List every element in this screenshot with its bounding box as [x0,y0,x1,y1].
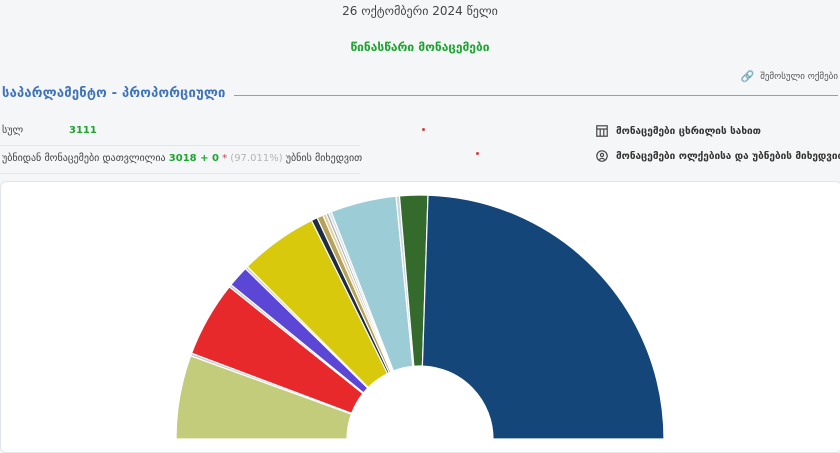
processed-marker: * [222,153,228,164]
table-view-link[interactable]: მონაცემები ცხრილის სახით [596,125,761,137]
total-label: სულ [2,125,24,136]
archive-protocols-label: შემოსული ოქმები [760,71,838,82]
district-view-label: მონაცემები ოლქებისა და უბნების მიხედვით [616,150,840,162]
table-icon [596,125,608,137]
total-value: 3111 [69,125,97,136]
district-view-link[interactable]: მონაცემები ოლქებისა და უბნების მიხედვით [596,150,840,162]
seat-distribution-chart [175,194,665,440]
preliminary-data-label: წინასწარი მონაცემები [350,40,490,54]
link-icon: 🔗 [740,70,755,83]
table-view-label: მონაცემები ცხრილის სახით [616,125,761,137]
section-title: საპარლამენტო - პროპორციული [2,86,226,101]
location-pin-icon [596,150,608,162]
red-dot [422,128,425,131]
stats-divider [0,145,360,146]
processed-value: 3018 + 0 [168,153,219,164]
archive-protocols-link[interactable]: 🔗 შემოსული ოქმები [741,70,839,83]
section-title-rule [234,95,838,96]
red-dot [476,152,479,155]
processed-percent: (97.011%) [230,153,283,164]
processed-stations-row: უბნიდან მონაცემები დათვლილია 3018 + 0 * … [2,153,362,164]
chart-slice[interactable] [421,194,665,440]
processed-suffix: უბნის მიხედვით [285,153,363,164]
results-chart-panel [0,181,840,453]
processed-label: უბნიდან მონაცემები დათვლილია [2,153,166,164]
total-stations-row: სულ 3111 [2,125,97,136]
election-date: 26 ოქტომბერი 2024 წელი [342,4,498,18]
stats-divider [0,173,360,174]
